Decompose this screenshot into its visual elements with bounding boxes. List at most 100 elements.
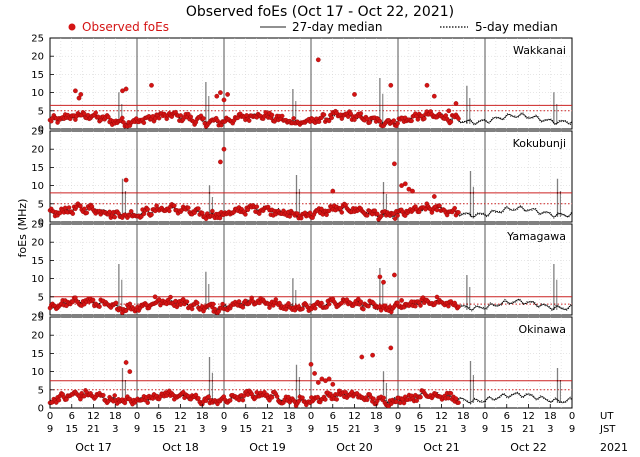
observed-point: [361, 306, 366, 312]
jst-tick-label: 15: [500, 424, 513, 435]
observed-point: [70, 299, 76, 305]
observed-point: [324, 304, 329, 310]
y-tick-label: 10: [31, 367, 44, 378]
legend-27day-label: 27-day median: [292, 20, 382, 34]
observed-point: [236, 397, 242, 403]
observed-point: [392, 161, 397, 167]
observed-point: [326, 208, 332, 214]
observed-point: [312, 306, 318, 311]
observed-point: [201, 116, 206, 121]
observed-point: [279, 113, 285, 119]
observed-point: [448, 391, 454, 396]
jst-tick-label: 9: [482, 424, 488, 435]
observed-point: [330, 381, 336, 387]
ut-tick-label: 0: [569, 411, 575, 422]
observed-point: [123, 308, 129, 313]
observed-point: [315, 394, 320, 400]
ut-tick-label: 0: [482, 411, 488, 422]
observed-point: [434, 294, 440, 300]
observed-point: [298, 215, 304, 221]
day-label: Oct 21: [423, 441, 460, 454]
observed-point: [55, 120, 60, 125]
observed-point: [326, 118, 332, 124]
observed-point: [254, 390, 260, 395]
observed-point: [240, 397, 246, 403]
observed-point: [418, 394, 423, 400]
observed-point: [312, 371, 317, 376]
observed-point: [218, 90, 223, 95]
y-tick-label: 25: [31, 220, 44, 231]
observed-point: [90, 297, 96, 303]
observed-point: [101, 392, 106, 398]
observed-point: [378, 213, 384, 219]
observed-point: [236, 299, 242, 304]
observed-point: [456, 116, 461, 121]
observed-point: [395, 213, 400, 218]
jst-tick-label: 21: [174, 424, 187, 435]
observed-point: [422, 116, 427, 121]
ut-tick-label: 0: [134, 411, 140, 422]
y-tick-label: 20: [31, 331, 44, 342]
jst-tick-label: 3: [199, 424, 205, 435]
jst-tick-label: 21: [435, 424, 448, 435]
y-tick-label: 10: [31, 274, 44, 285]
observed-point: [214, 93, 220, 99]
observed-point: [287, 214, 293, 219]
y-tick-label: 15: [31, 163, 44, 174]
jst-tick-label: 21: [87, 424, 100, 435]
observed-point: [286, 301, 291, 306]
observed-point: [178, 302, 183, 307]
observed-point: [78, 92, 84, 97]
legend-observed-label: Observed foEs: [82, 20, 169, 34]
ut-tick-label: 6: [330, 411, 336, 422]
observed-point: [112, 214, 117, 220]
y-tick-label: 5: [38, 106, 44, 117]
observed-point: [296, 398, 301, 404]
observed-point: [343, 390, 348, 395]
observed-point: [273, 297, 279, 302]
observed-point: [453, 396, 459, 401]
observed-point: [123, 86, 129, 92]
observed-point: [388, 82, 394, 88]
y-tick-label: 10: [31, 181, 44, 192]
observed-point: [106, 114, 111, 120]
day-label: Oct 22: [510, 441, 547, 454]
observed-point: [145, 207, 150, 212]
observed-point: [315, 57, 321, 63]
observed-point: [227, 398, 233, 403]
observed-point: [70, 211, 76, 216]
observed-point: [123, 360, 129, 365]
station-label: Kokubunji: [513, 137, 566, 150]
observed-point: [149, 212, 154, 217]
observed-point: [194, 300, 200, 306]
observed-point: [456, 210, 461, 215]
ut-label: UT: [600, 411, 614, 422]
observed-point: [392, 272, 397, 278]
legend-observed-marker: [68, 23, 76, 31]
ut-tick-label: 0: [308, 411, 314, 422]
y-tick-label: 5: [38, 292, 44, 303]
observed-point: [56, 397, 62, 403]
y-tick-label: 15: [31, 256, 44, 267]
observed-point: [395, 300, 400, 306]
observed-point: [156, 115, 162, 121]
observed-point: [82, 111, 87, 117]
ut-tick-label: 18: [109, 411, 122, 422]
observed-point: [225, 92, 230, 97]
observed-point: [112, 393, 117, 398]
observed-point: [437, 203, 442, 208]
median-5day-line: [49, 297, 573, 313]
jst-tick-label: 3: [112, 424, 118, 435]
observed-point: [448, 119, 454, 125]
observed-point: [127, 369, 133, 374]
jst-tick-label: 15: [413, 424, 426, 435]
y-tick-label: 0: [38, 218, 44, 229]
y-tick-label: 25: [31, 34, 44, 45]
observed-point: [377, 118, 383, 124]
observed-point: [141, 120, 147, 126]
observed-point: [220, 301, 225, 307]
observed-point: [254, 204, 260, 209]
observed-point: [415, 117, 421, 122]
panels: 0 5 10 15 20 25 Wakkanai 0 5 10 15 20 25 Kokubunji 0 5 1…: [31, 34, 573, 415]
observed-point: [283, 307, 289, 312]
